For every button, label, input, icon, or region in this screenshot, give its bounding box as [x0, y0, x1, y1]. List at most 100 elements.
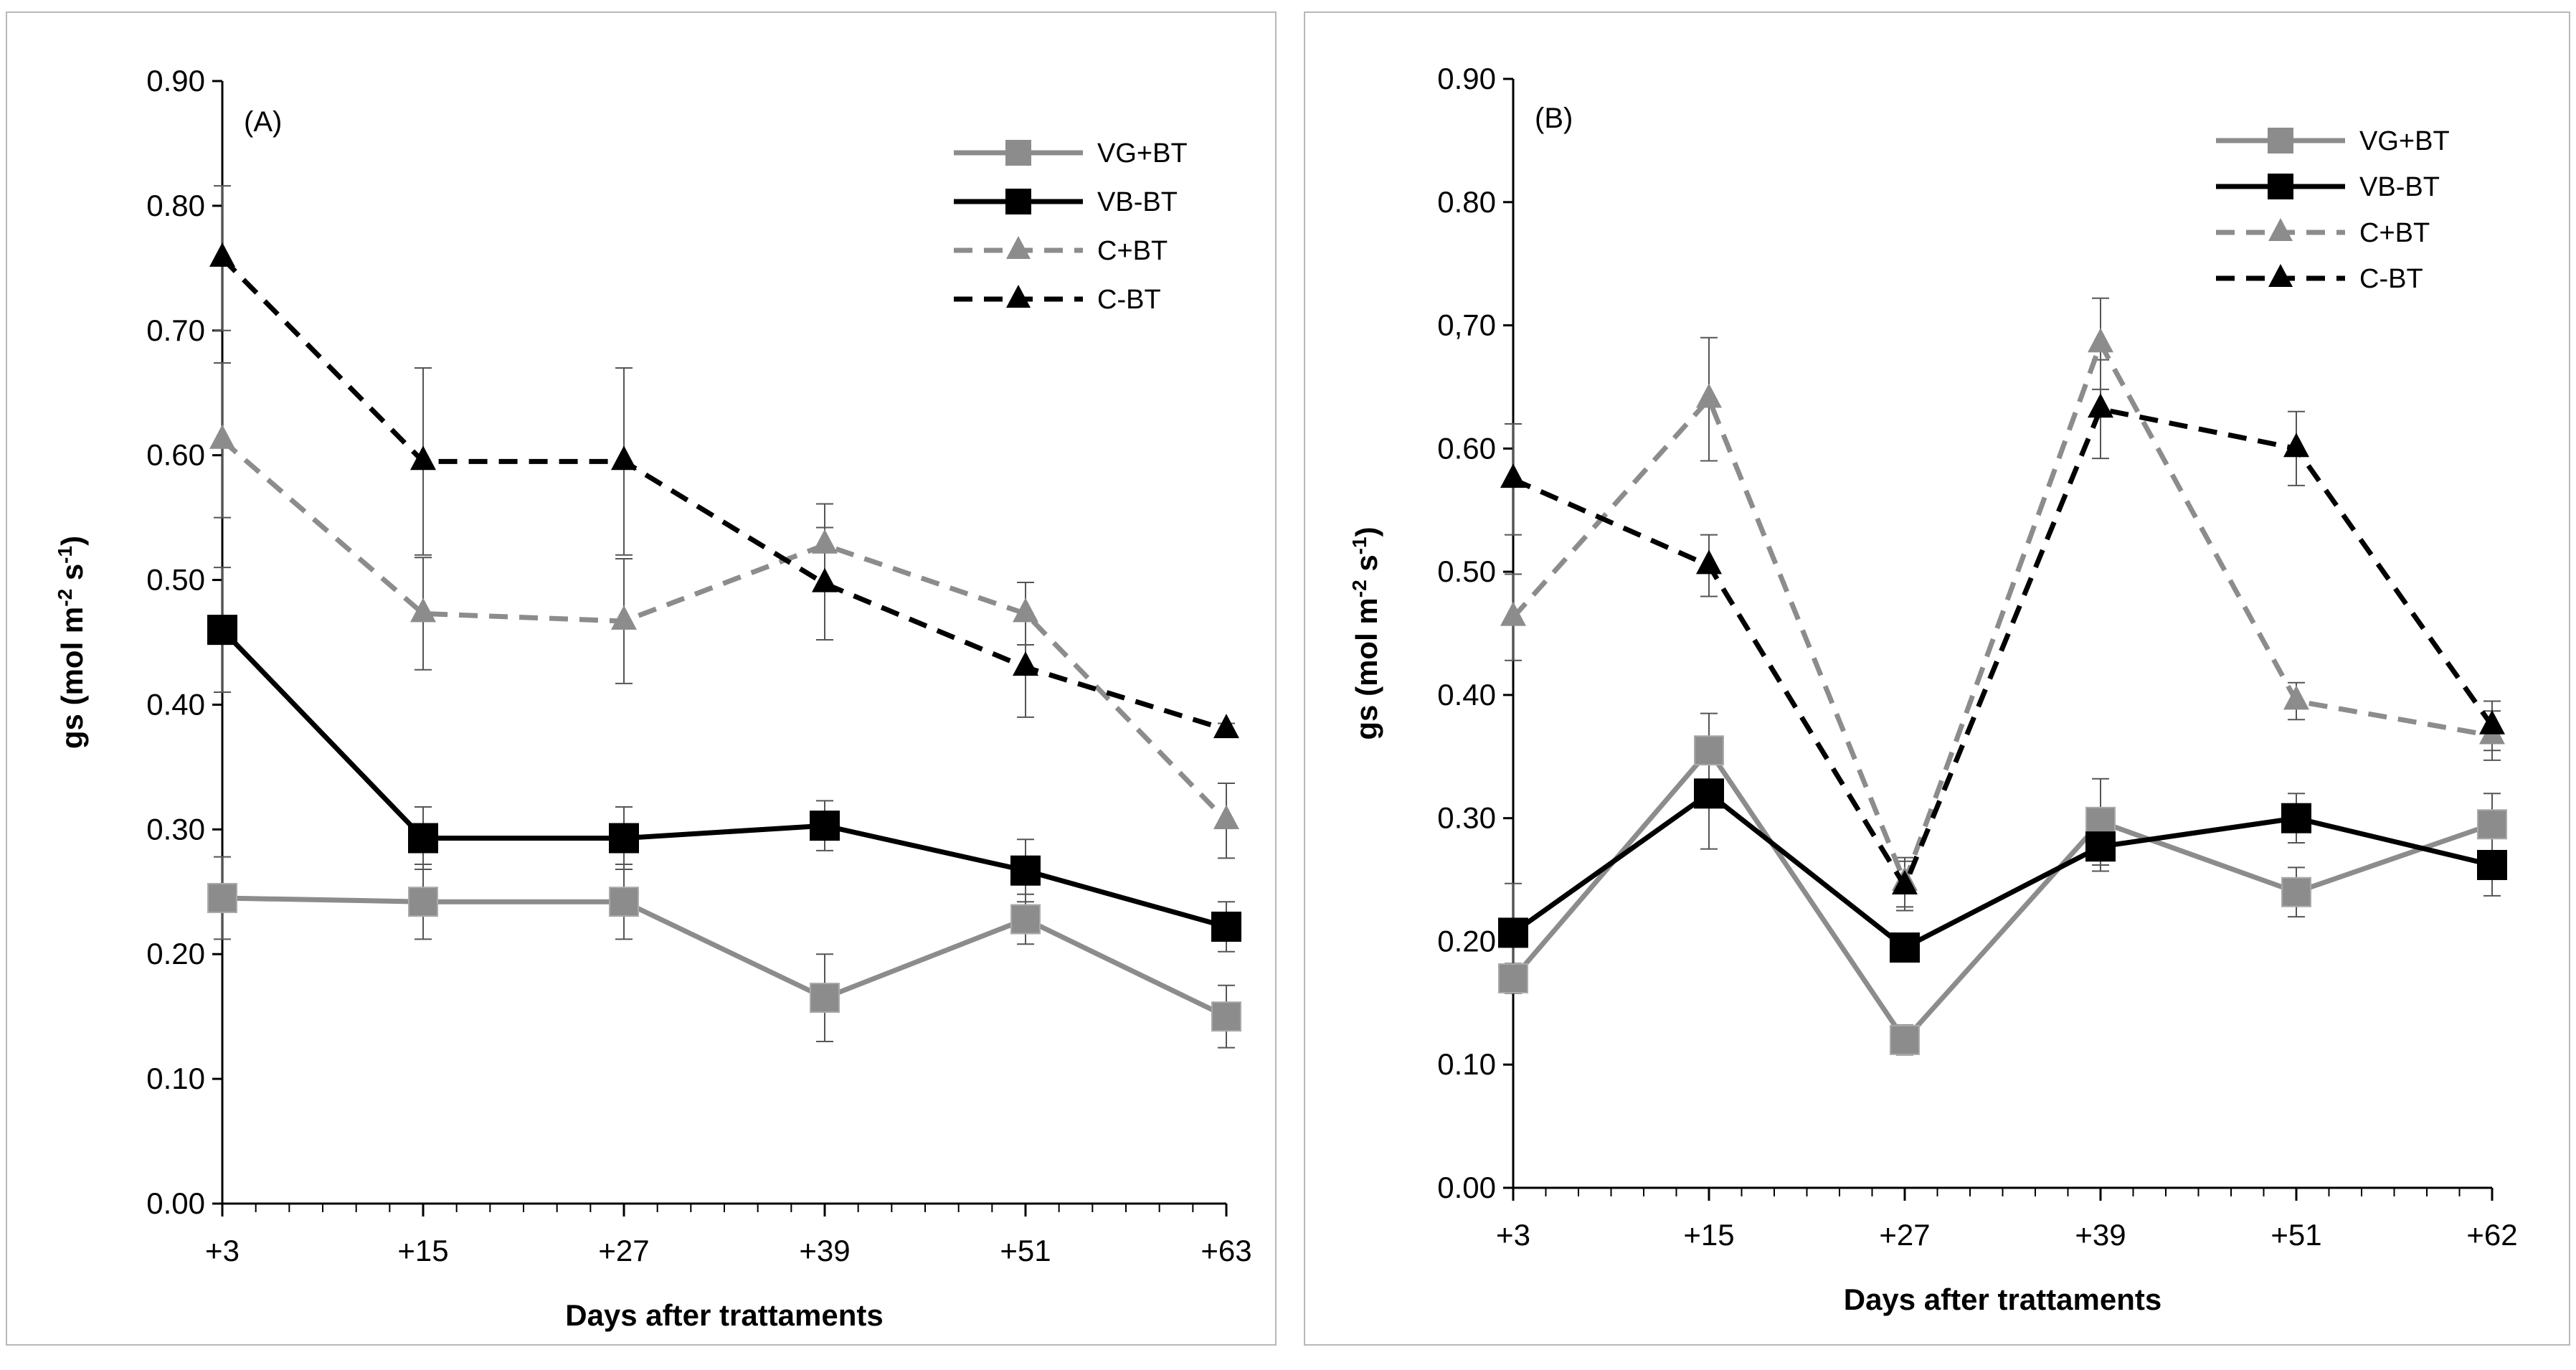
data-point-marker [2281, 877, 2311, 907]
y-tick-label: 0.50 [146, 563, 205, 597]
data-point-marker [1213, 805, 1239, 830]
x-tick-label: +15 [397, 1234, 448, 1267]
chart-a-svg: 0.00 0.10 0.20 0.30 0.40 0.50 0.60 0.70 0.80 0.90… [54, 64, 1252, 1332]
x-tick-label: +63 [1201, 1234, 1251, 1267]
x-tick-label: +27 [1879, 1218, 1930, 1252]
legend-entry: VB-BT [954, 187, 1178, 217]
legend-label: VG+BT [1097, 138, 1188, 169]
y-tick-label: 0.40 [146, 687, 205, 721]
data-point-marker [410, 445, 436, 471]
legend-entry: VB-BT [2216, 172, 2440, 202]
data-point-marker [408, 887, 438, 917]
data-point-marker [1892, 870, 1918, 895]
x-tick-label: +39 [799, 1234, 850, 1267]
data-point-marker [209, 424, 235, 449]
data-point-marker [1010, 855, 1041, 886]
data-point-marker [1211, 911, 1241, 942]
data-point-marker [2283, 433, 2309, 458]
y-tick-label: 0.00 [146, 1186, 205, 1220]
y-axis-title-part: gs (mol m [1350, 597, 1383, 740]
y-axis-title: gs (mol m-2 s-1) [1348, 526, 1384, 740]
data-point-marker [609, 887, 639, 917]
legend-marker [1005, 140, 1031, 166]
data-point-marker [1498, 917, 1528, 948]
series-line-vg-bt [222, 895, 1228, 1019]
y-tick-label: 0.90 [1437, 62, 1496, 95]
y-axis-title-part: s [1350, 554, 1383, 580]
y-axis-title-superscript: -1 [1348, 537, 1370, 554]
y-tick-label: 0.20 [146, 937, 205, 970]
legend-marker [1006, 236, 1031, 259]
x-tick-label: +62 [2466, 1218, 2517, 1252]
x-tick-label: +15 [1683, 1218, 1734, 1252]
legend-label: C-BT [1097, 285, 1161, 315]
y-tick-label: 0.60 [146, 438, 205, 472]
y-tick-label: 0.10 [1437, 1047, 1496, 1081]
y-axis-title-part: ) [55, 536, 89, 546]
data-point-marker [209, 242, 235, 267]
data-point-marker [1696, 383, 1722, 408]
data-point-marker [1694, 778, 1724, 809]
x-tick-label: +51 [1000, 1234, 1051, 1267]
data-point-marker [1500, 601, 1526, 626]
data-point-marker [810, 811, 840, 841]
legend-entry: C-BT [2216, 264, 2423, 294]
series-line-c-bt [220, 256, 1228, 732]
legend-label: VB-BT [1097, 187, 1178, 217]
legend-marker [1005, 189, 1031, 214]
legend-marker [2268, 218, 2293, 241]
series-line-vb-bt [1511, 790, 2493, 950]
data-point-marker [2085, 806, 2116, 837]
legend-label: VB-BT [2359, 172, 2440, 202]
legend-marker [2268, 174, 2293, 199]
legend-entry: C-BT [954, 285, 1161, 315]
data-point-marker [207, 882, 237, 913]
data-point-marker [1890, 932, 1920, 963]
chart-panel-b: 0.00 0.10 0.20 0.30 0.40 0.50 0.60 0,70 0.80 0.90… [1304, 11, 2570, 1346]
data-point-marker [1696, 549, 1722, 575]
y-axis-title-part: ) [1350, 526, 1383, 537]
series-line-c-bt [1511, 341, 2493, 885]
x-tick-label: +3 [205, 1234, 240, 1267]
data-point-marker [609, 823, 639, 854]
series-line-c-bt [1512, 406, 2494, 889]
data-point-marker [1694, 735, 1724, 766]
chart-b-svg: 0.00 0.10 0.20 0.30 0.40 0.50 0.60 0,70 0.80 0.90… [1348, 62, 2518, 1316]
chart-panel-a: 0.00 0.10 0.20 0.30 0.40 0.50 0.60 0.70 0.80 0.90… [6, 11, 1277, 1346]
x-tick-label: +3 [1496, 1218, 1530, 1252]
data-point-marker [1211, 1001, 1241, 1032]
data-point-marker [812, 567, 838, 592]
data-point-marker [611, 445, 637, 471]
y-tick-label: 0,70 [1437, 308, 1496, 342]
y-tick-label: 0.30 [146, 812, 205, 846]
legend-entry: VG+BT [954, 138, 1188, 169]
data-point-marker [1013, 651, 1038, 676]
data-point-marker [1500, 463, 1526, 488]
series-line-vg-bt [1511, 747, 2494, 1043]
panel-label: (A) [244, 106, 282, 138]
y-tick-label: 0.00 [1437, 1171, 1496, 1204]
legend-marker [1006, 285, 1031, 308]
x-axis-title: Days after trattaments [1844, 1282, 2162, 1316]
x-axis-title: Days after trattaments [565, 1298, 884, 1332]
series-line-c-bt [220, 438, 1228, 823]
legend-label: VG+BT [2359, 126, 2450, 156]
y-tick-label: 0.80 [146, 189, 205, 222]
y-axis-title-superscript: -2 [54, 589, 76, 607]
legend-entry: C+BT [954, 236, 1168, 266]
data-point-marker [2477, 809, 2507, 840]
data-point-marker [410, 597, 436, 623]
x-tick-label: +27 [598, 1234, 649, 1267]
y-axis-title: gs (mol m-2 s-1) [54, 536, 90, 749]
data-point-marker [2281, 803, 2311, 833]
data-point-marker [810, 983, 840, 1014]
legend-entry: VG+BT [2216, 126, 2450, 156]
data-point-marker [1010, 904, 1041, 935]
series-line-vb-bt [220, 628, 1227, 930]
data-point-marker [611, 605, 637, 630]
data-point-marker [1498, 963, 1528, 993]
legend-marker [2268, 128, 2293, 153]
y-tick-label: 0.90 [146, 64, 205, 98]
x-tick-label: +51 [2270, 1218, 2321, 1252]
data-point-marker [408, 823, 438, 854]
